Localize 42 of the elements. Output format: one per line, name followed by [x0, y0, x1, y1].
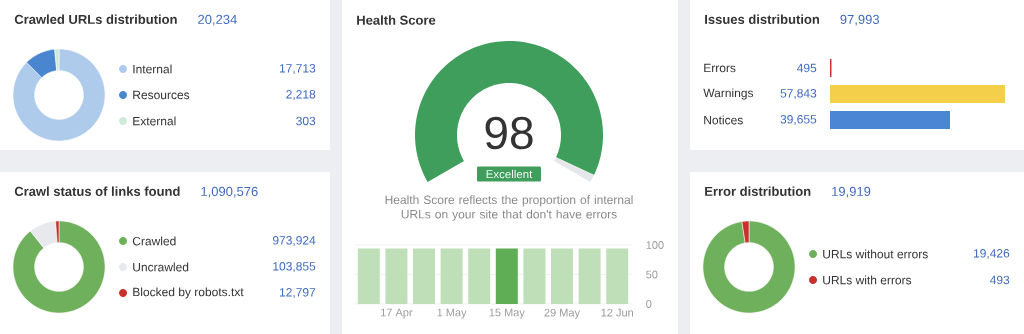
- text: Excellent: [486, 169, 533, 179]
- text: Health Score reflects the proportion of internal URLs on your site that don't have errors: [385, 195, 633, 221]
- legend-label: Uncrawled: [133, 262, 189, 272]
- data-label: 39,655: [780, 115, 817, 125]
- data-label: 493: [989, 275, 1010, 285]
- y-tick-label: Errors: [704, 63, 736, 73]
- x-tick-label: 1 May: [437, 308, 467, 319]
- y-tick-label: Warnings: [703, 88, 754, 100]
- legend-label: URLs without errors: [823, 249, 928, 259]
- data-label: 57,843: [780, 89, 817, 99]
- y-tick-label: Notices: [704, 115, 743, 125]
- legend-label: Crawled: [132, 236, 176, 246]
- x-tick-label: 17 Apr: [381, 308, 413, 319]
- chart-subtitle: 97,993: [840, 14, 880, 26]
- data-label: 17,713: [279, 64, 316, 74]
- chart-title: Health Score: [357, 15, 436, 25]
- data-label: 19,426: [973, 249, 1010, 259]
- legend-label: External: [133, 116, 176, 126]
- y-tick-label: 0: [646, 300, 652, 308]
- data-label: 103,855: [273, 262, 316, 272]
- x-tick-label: 29 May: [544, 308, 581, 319]
- legend-label: Blocked by robots.txt: [133, 287, 244, 299]
- chart-subtitle: 20,234: [198, 14, 237, 26]
- chart-title: Crawl status of links found: [14, 186, 180, 196]
- chart-title: Crawled URLs distribution: [14, 14, 177, 24]
- chart-title: Error distribution: [705, 186, 811, 196]
- y-tick-label: 100: [646, 241, 664, 249]
- data-label: 303: [296, 116, 316, 126]
- x-tick-label: 15 May: [489, 308, 525, 319]
- legend-label: Resources: [133, 90, 190, 100]
- y-tick-label: 50: [646, 270, 658, 279]
- chart-title: Issues distribution: [705, 14, 820, 24]
- x-tick-label: 12 Jun: [601, 308, 633, 317]
- legend-label: Internal: [133, 64, 172, 74]
- chart-subtitle: 1,090,576: [201, 186, 258, 198]
- data-label: 973,924: [272, 236, 316, 246]
- data-label: 2,218: [286, 90, 316, 100]
- data-label: 12,797: [279, 288, 316, 298]
- data-label: 98: [485, 116, 533, 150]
- chart-subtitle: 19,919: [832, 186, 871, 198]
- data-label: 495: [796, 63, 817, 73]
- legend-label: URLs with errors: [823, 275, 912, 285]
